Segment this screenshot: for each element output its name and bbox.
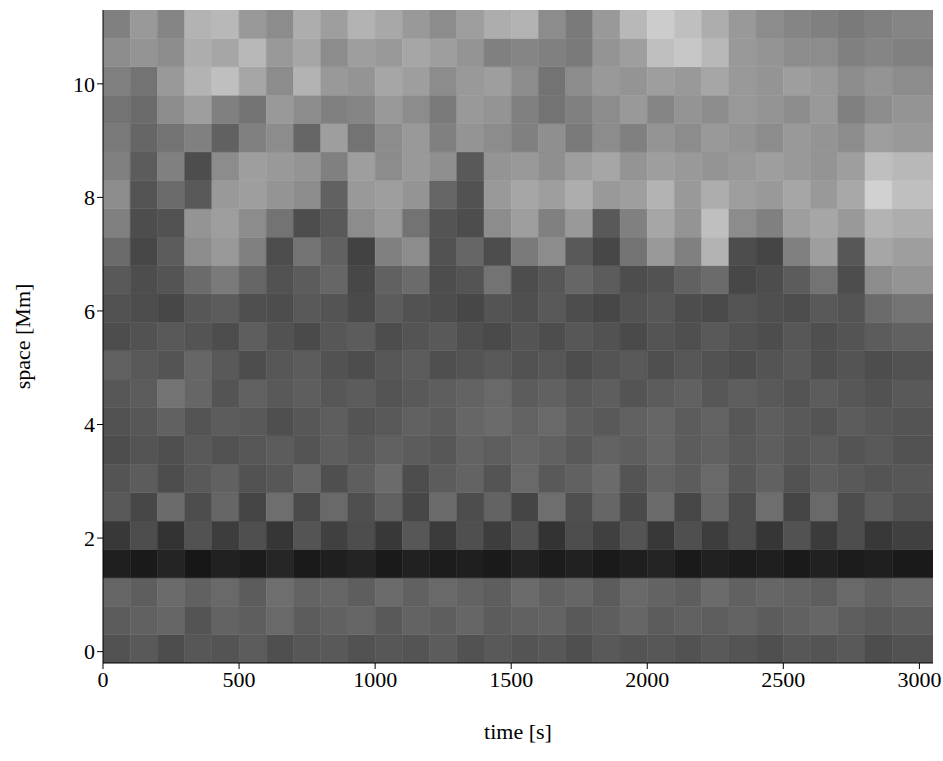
svg-text:3000: 3000 xyxy=(897,667,941,692)
svg-text:2: 2 xyxy=(84,526,95,551)
svg-text:0: 0 xyxy=(98,667,109,692)
svg-text:2000: 2000 xyxy=(625,667,669,692)
svg-text:8: 8 xyxy=(84,185,95,210)
svg-text:4: 4 xyxy=(84,412,95,437)
svg-text:500: 500 xyxy=(223,667,256,692)
svg-text:1000: 1000 xyxy=(353,667,397,692)
svg-text:space [Mm]: space [Mm] xyxy=(10,284,35,390)
svg-text:0: 0 xyxy=(84,639,95,664)
svg-text:10: 10 xyxy=(73,72,95,97)
svg-text:time [s]: time [s] xyxy=(484,719,552,744)
svg-text:6: 6 xyxy=(84,299,95,324)
svg-text:1500: 1500 xyxy=(489,667,533,692)
svg-text:2500: 2500 xyxy=(761,667,805,692)
